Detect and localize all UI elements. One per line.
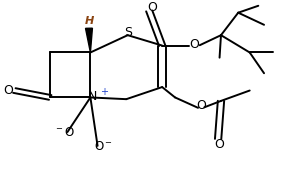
Text: S: S <box>124 26 132 39</box>
Polygon shape <box>86 28 92 52</box>
Text: O: O <box>190 38 199 51</box>
Text: O: O <box>3 84 13 97</box>
Text: N: N <box>88 90 97 103</box>
Text: +: + <box>100 87 108 97</box>
Text: O$^-$: O$^-$ <box>94 140 113 153</box>
Text: H: H <box>84 16 94 26</box>
Text: O: O <box>147 1 157 14</box>
Text: O: O <box>196 99 206 112</box>
Text: O: O <box>215 138 224 151</box>
Text: $^-$O: $^-$O <box>54 126 75 139</box>
